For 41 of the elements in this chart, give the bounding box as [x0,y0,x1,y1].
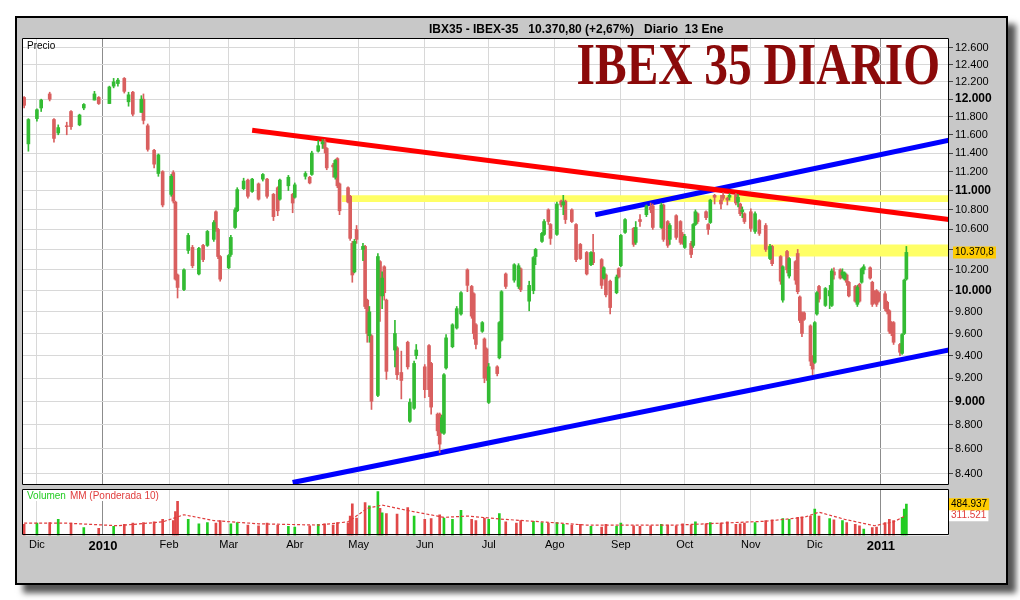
y-tick-label: 10.370,8 [955,246,995,258]
x-tick-label: Jul [481,538,496,551]
x-tick-label: Sep [611,538,631,551]
y-tick-label: 9.200 [955,371,983,384]
y-tick-label: 12.400 [955,57,989,70]
y-tick-label: 9.800 [955,304,983,317]
x-tick-label: Feb [159,538,179,551]
y-tick-label: 11.000 [955,182,992,197]
y-tick-label: 12.000 [955,91,993,106]
x-tick-label: Dic [28,538,46,551]
y-tick-label: 10.800 [955,202,989,215]
y-tick-label: 12.600 [955,40,989,53]
x-tick-label: Ago [544,538,565,551]
text: MM (Ponderada 10) [69,490,159,501]
x-tick-label: Abr [286,538,304,551]
y-tick-label: 10.200 [955,262,989,275]
y-tick-label: 10.600 [955,222,989,235]
y-tick-label: 10.000 [955,282,993,297]
y-tick-label: 8.800 [955,417,983,430]
y-tick-label: 11.200 [955,164,988,177]
y-axis-title: Precio [27,40,56,51]
x-tick-label: 2011 [866,537,895,553]
x-tick-label: Mar [219,538,239,551]
x-tick-label: Nov [741,538,762,551]
y-tick-label: 9.600 [955,326,983,339]
y-tick-label: 8.600 [955,442,983,455]
x-tick-label: 2010 [88,537,118,553]
y-tick-label: 11.400 [955,146,988,159]
y-tick-label: 9.000 [955,393,986,408]
y-tick-label: 11.600 [955,127,988,140]
y-tick-label: 12.200 [955,74,989,87]
x-tick-label: May [348,538,370,551]
series-label: Volumen [27,490,66,501]
y-tick-label: 11.800 [955,109,988,122]
x-tick-label: Dic [806,538,824,551]
y-tick-label: 484.937 [951,497,988,509]
y-tick-label: 311.521 [951,509,987,521]
x-tick-label: Jun [415,538,434,551]
y-tick-label: 8.400 [955,466,983,479]
y-tick-label: 9.400 [955,348,983,361]
x-tick-label: Oct [676,538,694,551]
